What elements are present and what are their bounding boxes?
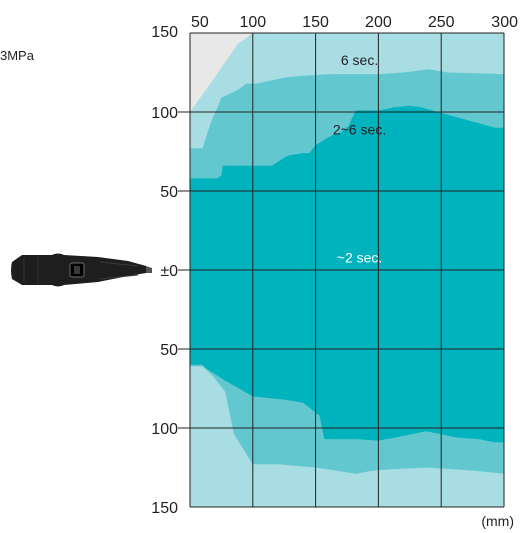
y-tick-label: 150 xyxy=(151,24,178,41)
x-tick-label: 150 xyxy=(302,14,329,31)
y-tick-label: 150 xyxy=(151,500,178,517)
x-tick-label: 250 xyxy=(428,14,455,31)
spray-gun-icon xyxy=(11,253,152,287)
y-tick-label-center: ±0 xyxy=(160,263,178,280)
grid-lines xyxy=(178,32,505,508)
band-label: 6 sec. xyxy=(341,52,378,68)
spray-band-3 xyxy=(190,105,504,443)
y-tick-label: 50 xyxy=(160,342,178,359)
x-tick-label: 200 xyxy=(365,14,392,31)
band-label: ~2 sec. xyxy=(337,249,383,265)
x-tick-label: 50 xyxy=(191,14,209,31)
x-axis-ticks: 50 100 150 200 250 300 xyxy=(191,14,518,31)
y-tick-label: 100 xyxy=(151,105,178,122)
band-labels: 6 sec. 2~6 sec. ~2 sec. xyxy=(333,52,386,265)
x-tick-label: 300 xyxy=(491,14,518,31)
x-axis-unit-label: (mm) xyxy=(481,513,514,529)
y-axis-ticks: 150 100 50 ±0 50 100 150 xyxy=(151,24,178,517)
y-tick-label: 100 xyxy=(151,421,178,438)
y-tick-label: 50 xyxy=(160,184,178,201)
pressure-label: 3MPa xyxy=(0,48,35,63)
band-label: 2~6 sec. xyxy=(333,121,386,137)
x-tick-label: 100 xyxy=(239,14,266,31)
